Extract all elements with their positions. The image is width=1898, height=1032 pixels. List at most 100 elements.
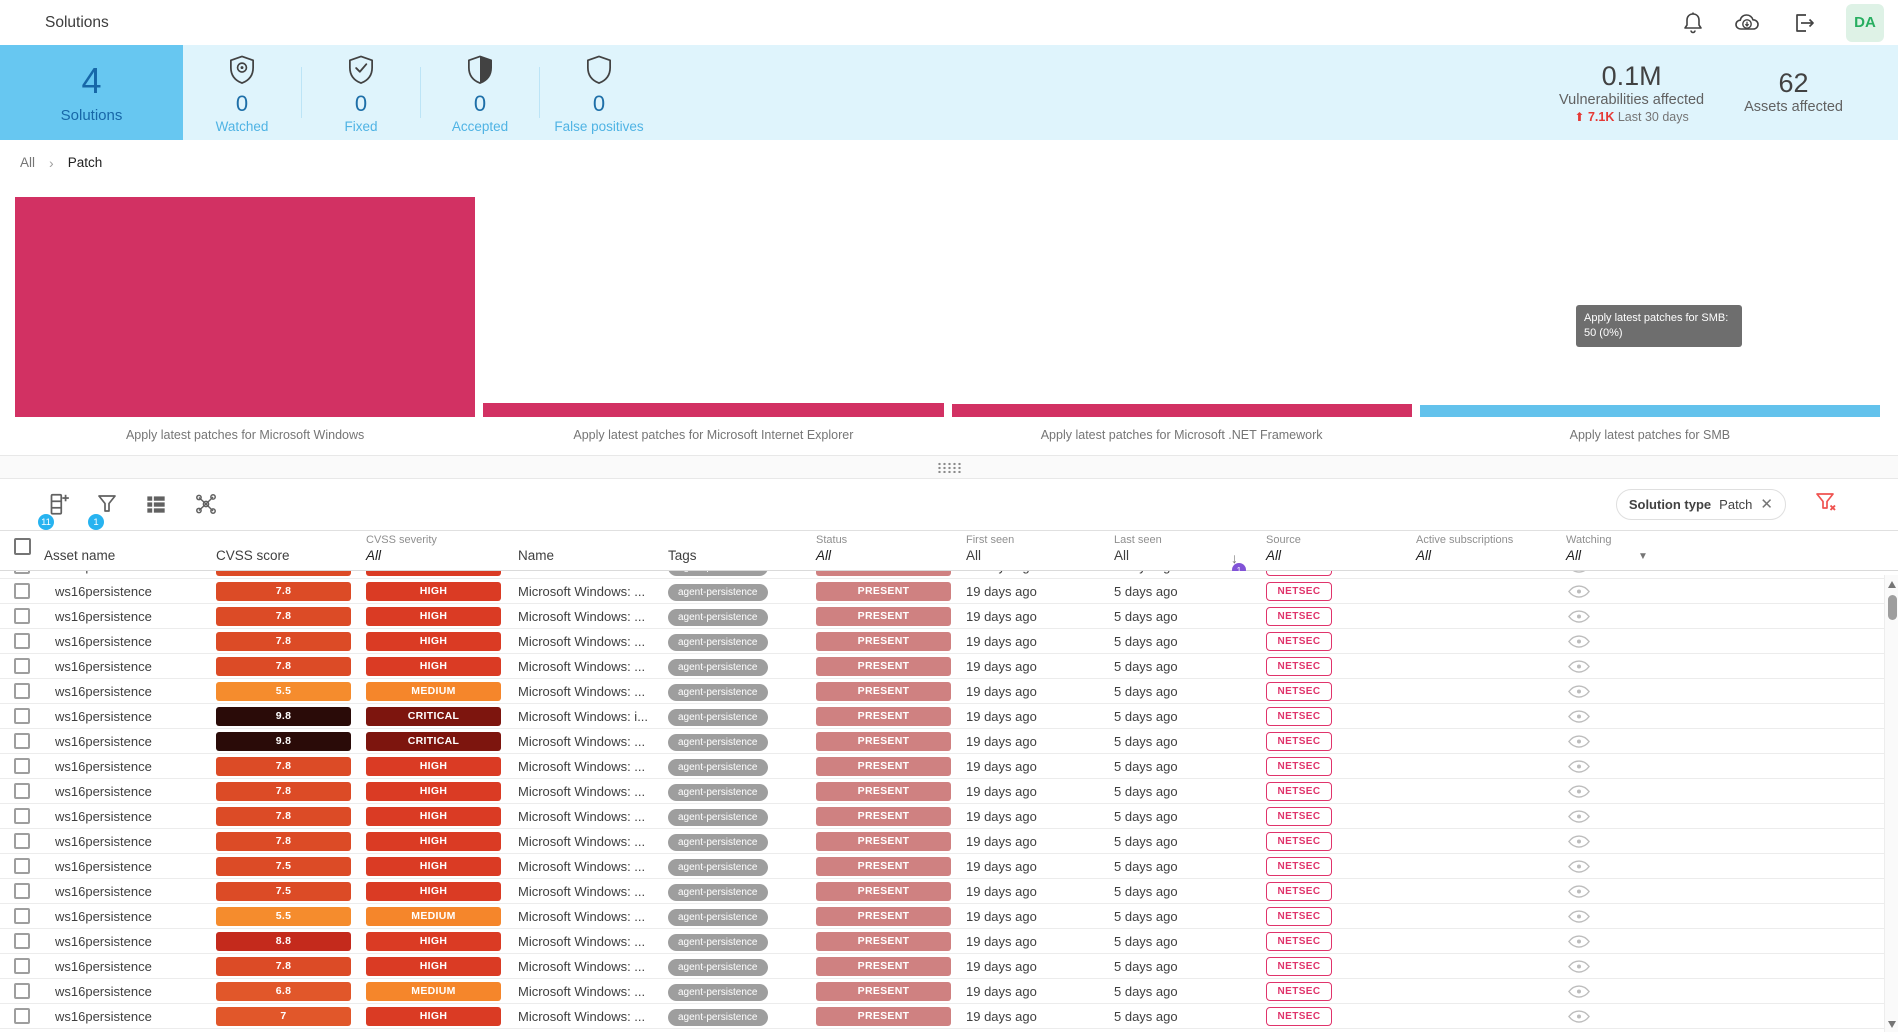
- chart-bar[interactable]: [483, 403, 944, 417]
- column-header-first-seen[interactable]: First seen All: [966, 534, 1114, 570]
- table-row[interactable]: ws16persistence 5.5 MEDIUM Microsoft Window…: [0, 904, 1898, 929]
- column-filter-value[interactable]: All: [366, 548, 382, 563]
- watch-eye-icon[interactable]: [1566, 734, 1696, 748]
- panel-splitter[interactable]: [0, 455, 1898, 479]
- scroll-down-icon[interactable]: [1888, 1021, 1896, 1028]
- column-header-last-seen[interactable]: Last seen All ↓ 1: [1114, 534, 1266, 577]
- watch-eye-icon[interactable]: [1566, 809, 1696, 823]
- column-header-cvss-score[interactable]: CVSS score: [216, 548, 366, 570]
- column-filter-value[interactable]: All: [816, 548, 832, 563]
- watch-eye-icon[interactable]: [1566, 709, 1696, 723]
- sort-desc-icon[interactable]: ↓: [1231, 550, 1238, 566]
- watch-eye-icon[interactable]: [1566, 984, 1696, 998]
- row-checkbox[interactable]: [14, 933, 30, 949]
- logout-icon[interactable]: [1792, 11, 1816, 35]
- watch-eye-icon[interactable]: [1566, 909, 1696, 923]
- row-checkbox[interactable]: [14, 758, 30, 774]
- watch-eye-icon[interactable]: [1566, 659, 1696, 673]
- column-filter-value[interactable]: All: [1266, 548, 1282, 563]
- column-filter-value[interactable]: All: [1566, 548, 1582, 563]
- watch-eye-icon[interactable]: [1566, 859, 1696, 873]
- watch-eye-icon[interactable]: [1566, 884, 1696, 898]
- row-checkbox[interactable]: [14, 658, 30, 674]
- chart-bar[interactable]: [951, 404, 1412, 417]
- table-scrollbar[interactable]: [1884, 575, 1898, 1032]
- table-row[interactable]: ws16persistence 9.8 CRITICAL Microsoft Wind…: [0, 704, 1898, 729]
- list-view-icon[interactable]: [143, 487, 169, 522]
- column-header-source[interactable]: Source All: [1266, 534, 1416, 570]
- watch-eye-icon[interactable]: [1566, 1009, 1696, 1023]
- filter-chip-solution-type[interactable]: Solution type Patch ✕: [1615, 489, 1786, 520]
- clear-filters-icon[interactable]: [1814, 490, 1838, 519]
- chevron-down-icon[interactable]: ▼: [1638, 551, 1648, 562]
- watch-eye-icon[interactable]: [1566, 584, 1696, 598]
- row-checkbox[interactable]: [14, 908, 30, 924]
- table-row[interactable]: ws16persistence 7 HIGH Microsoft Windows: .…: [0, 1004, 1898, 1029]
- watch-eye-icon[interactable]: [1566, 634, 1696, 648]
- table-row[interactable]: ws16persistence 8.8 HIGH Microsoft Windows:…: [0, 929, 1898, 954]
- table-row[interactable]: ws16persistence 7.5 HIGH Microsoft Windows:…: [0, 854, 1898, 879]
- scrollbar-thumb[interactable]: [1888, 595, 1897, 620]
- row-checkbox[interactable]: [14, 583, 30, 599]
- column-header-name[interactable]: Name: [518, 548, 668, 570]
- filter-icon[interactable]: 1: [88, 487, 119, 530]
- scroll-up-icon[interactable]: [1888, 581, 1896, 588]
- column-filter-value[interactable]: All: [1114, 548, 1130, 563]
- row-checkbox[interactable]: [14, 633, 30, 649]
- watch-eye-icon[interactable]: [1566, 959, 1696, 973]
- watch-eye-icon[interactable]: [1566, 609, 1696, 623]
- column-header-active-subscriptions[interactable]: Active subscriptions All: [1416, 534, 1566, 570]
- row-checkbox[interactable]: [14, 883, 30, 899]
- chart-bar[interactable]: [15, 197, 476, 417]
- cloud-download-icon[interactable]: [1734, 12, 1762, 34]
- column-header-asset-name[interactable]: Asset name: [44, 548, 216, 570]
- column-header-status[interactable]: Status All: [816, 534, 966, 570]
- row-checkbox[interactable]: [14, 783, 30, 799]
- watch-eye-icon[interactable]: [1566, 571, 1696, 573]
- watch-eye-icon[interactable]: [1566, 759, 1696, 773]
- watch-eye-icon[interactable]: [1566, 684, 1696, 698]
- stat-item-false-positives[interactable]: 0 False positives: [540, 45, 658, 140]
- column-filter-value[interactable]: All: [966, 548, 982, 563]
- column-header-cvss-severity[interactable]: CVSS severity All: [366, 534, 518, 570]
- row-checkbox[interactable]: [14, 571, 30, 574]
- stat-item-fixed[interactable]: 0 Fixed: [302, 45, 420, 140]
- row-checkbox[interactable]: [14, 858, 30, 874]
- filter-chip-close-icon[interactable]: ✕: [1760, 496, 1773, 513]
- table-row[interactable]: ws16persistence 6.8 MEDIUM Microsoft Window…: [0, 979, 1898, 1004]
- graph-view-icon[interactable]: [193, 487, 219, 522]
- row-checkbox[interactable]: [14, 983, 30, 999]
- column-header-tags[interactable]: Tags: [668, 548, 816, 570]
- row-checkbox[interactable]: [14, 808, 30, 824]
- row-checkbox[interactable]: [14, 1008, 30, 1024]
- watch-eye-icon[interactable]: [1566, 784, 1696, 798]
- solutions-count-tile[interactable]: 4 Solutions: [0, 45, 183, 140]
- column-header-watching[interactable]: Watching All ▼: [1566, 534, 1696, 570]
- stat-item-watched[interactable]: 0 Watched: [183, 45, 301, 140]
- chart-bar[interactable]: [1419, 405, 1880, 417]
- table-row[interactable]: ws16persistence 7.5 HIGH Microsoft Windows:…: [0, 879, 1898, 904]
- row-checkbox[interactable]: [14, 733, 30, 749]
- row-checkbox[interactable]: [14, 608, 30, 624]
- watch-eye-icon[interactable]: [1566, 934, 1696, 948]
- watch-eye-icon[interactable]: [1566, 834, 1696, 848]
- table-row[interactable]: ws16persistence 5.5 MEDIUM Microsoft Window…: [0, 679, 1898, 704]
- select-all-checkbox[interactable]: [14, 538, 31, 555]
- breadcrumb-all[interactable]: All: [20, 155, 36, 170]
- add-column-icon[interactable]: 11: [38, 487, 71, 530]
- table-row[interactable]: ws16persistence 9.8 CRITICAL Microsoft Wind…: [0, 729, 1898, 754]
- avatar[interactable]: DA: [1846, 3, 1884, 42]
- notifications-bell-icon[interactable]: [1682, 11, 1704, 35]
- row-checkbox[interactable]: [14, 958, 30, 974]
- row-checkbox[interactable]: [14, 683, 30, 699]
